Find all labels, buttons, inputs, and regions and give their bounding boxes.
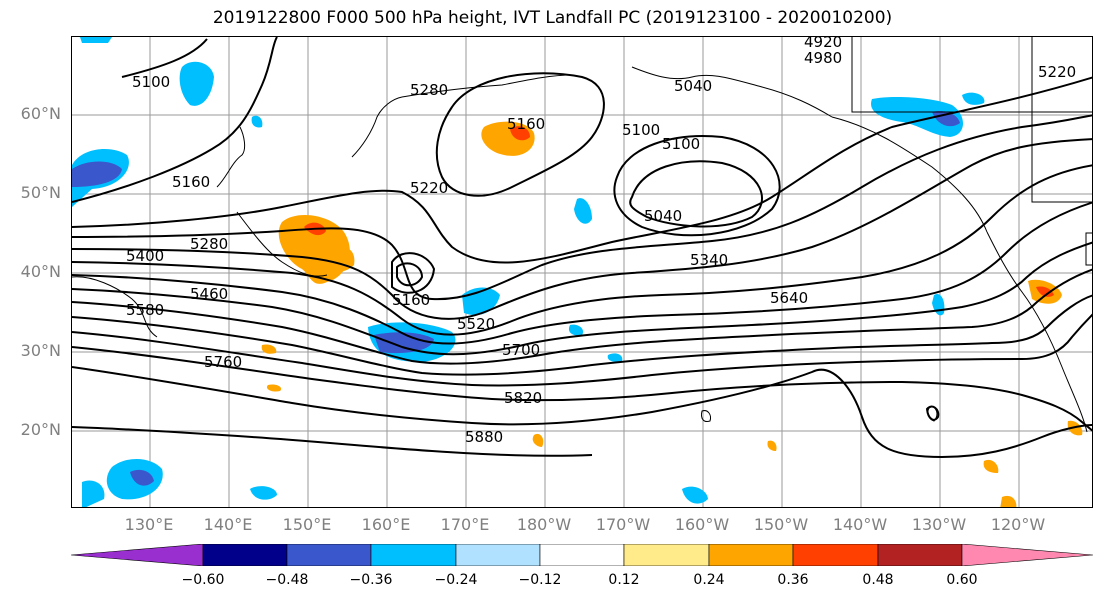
contour-label: 5700 [502, 341, 540, 359]
contour-label: 5880 [465, 428, 503, 446]
map-panel[interactable]: 5100 5160 5280 5400 5460 5580 5760 5220 … [71, 36, 1093, 508]
contour-label: 4920 [804, 37, 842, 51]
map-title: 2019122800 F000 500 hPa height, IVT Land… [212, 8, 893, 28]
contour-label: 5040 [644, 207, 682, 225]
contour-label: 5220 [1038, 63, 1076, 81]
contour-label: 5760 [204, 353, 242, 371]
contour-label: 5580 [126, 301, 164, 319]
contour-label: 4980 [804, 49, 842, 67]
colorbar-tick: 0.12 [608, 572, 640, 588]
lon-label-140w: 140°W [832, 515, 888, 534]
colorbar-segment [877, 544, 963, 566]
colorbar-segment [792, 544, 879, 566]
contour-label: 5100 [662, 135, 700, 153]
contour-label: 5040 [674, 77, 712, 95]
colorbar-tick: 0.60 [946, 572, 978, 588]
map-svg: 5100 5160 5280 5400 5460 5580 5760 5220 … [72, 37, 1092, 507]
colorbar-tick: −0.24 [434, 572, 478, 588]
colorbar-segment [708, 544, 794, 566]
contour-label: 5640 [770, 289, 808, 307]
lat-label-40n: 40°N [20, 262, 61, 281]
colorbar-tick: 0.48 [862, 572, 894, 588]
contour-label: 5520 [457, 315, 495, 333]
colorbar-segment [286, 544, 372, 566]
lon-label-140e: 140°E [203, 515, 253, 534]
colorbar-tick: 0.36 [777, 572, 809, 588]
lon-label-130w: 130°W [911, 515, 967, 534]
lat-label-60n: 60°N [20, 104, 61, 123]
lat-label-50n: 50°N [20, 183, 61, 202]
contour-label: 5820 [504, 389, 542, 407]
contour-labels: 5100 5160 5280 5400 5460 5580 5760 5220 … [126, 37, 1076, 446]
contour-label: 5100 [622, 121, 660, 139]
contour-label: 5400 [126, 247, 164, 265]
lon-label-160e: 160°E [361, 515, 411, 534]
colorbar [71, 544, 1093, 566]
gridlines [72, 37, 1092, 507]
lat-label-30n: 30°N [20, 341, 61, 360]
colorbar-tick: −0.48 [265, 572, 309, 588]
colorbar-tick: −0.12 [518, 572, 562, 588]
contour-label: 5160 [172, 173, 210, 191]
contour-label: 5280 [190, 235, 228, 253]
contour-label: 5340 [690, 251, 728, 269]
colorbar-extend-max [961, 544, 1093, 566]
lon-label-130e: 130°E [124, 515, 174, 534]
lon-label-150w: 150°W [753, 515, 809, 534]
colorbar-segment [370, 544, 457, 566]
lon-label-170e: 170°E [440, 515, 490, 534]
lon-label-160w: 160°W [674, 515, 730, 534]
contour-label: 5280 [410, 81, 448, 99]
contour-label: 5460 [190, 285, 228, 303]
contour-label: 5160 [392, 291, 430, 309]
colorbar-tick: −0.60 [181, 572, 225, 588]
colorbar-segment [539, 544, 625, 566]
lon-label-150e: 150°E [282, 515, 332, 534]
coastlines [72, 37, 1092, 433]
colorbar-tick: −0.36 [349, 572, 393, 588]
height-contours [72, 37, 1092, 459]
colorbar-tick: 0.24 [693, 572, 725, 588]
colorbar-segment [623, 544, 710, 566]
contour-label: 5100 [132, 73, 170, 91]
contour-label: 5160 [507, 115, 545, 133]
colorbar-segment [455, 544, 541, 566]
lon-label-120w: 120°W [990, 515, 1046, 534]
lon-label-170w: 170°W [595, 515, 651, 534]
colorbar-segment [202, 544, 288, 566]
lat-label-20n: 20°N [20, 420, 61, 439]
colorbar-extend-min [71, 544, 204, 566]
contour-label: 5220 [410, 179, 448, 197]
lon-label-180w: 180°W [516, 515, 572, 534]
